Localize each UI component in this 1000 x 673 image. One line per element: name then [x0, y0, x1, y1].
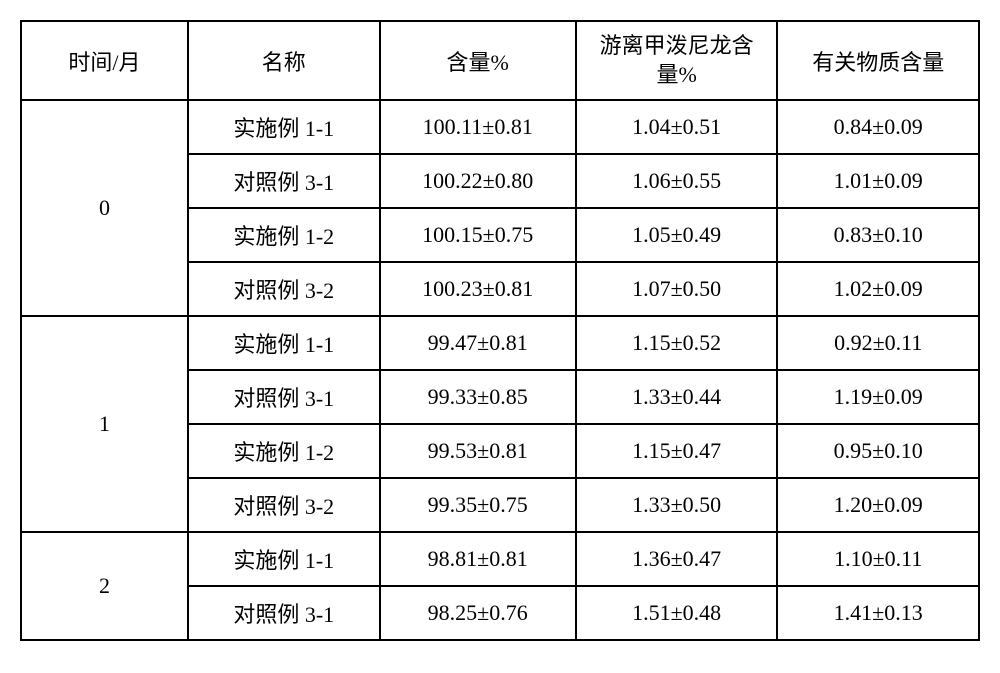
cell-name: 对照例 3-1	[188, 370, 380, 424]
cell-name: 对照例 3-2	[188, 478, 380, 532]
cell-related: 1.02±0.09	[777, 262, 979, 316]
cell-time: 0	[21, 100, 188, 316]
table-row: 2 实施例 1-1 98.81±0.81 1.36±0.47 1.10±0.11	[21, 532, 979, 586]
cell-free: 1.07±0.50	[576, 262, 778, 316]
cell-content: 98.25±0.76	[380, 586, 576, 640]
cell-name: 对照例 3-1	[188, 586, 380, 640]
cell-related: 0.84±0.09	[777, 100, 979, 154]
header-related: 有关物质含量	[777, 21, 979, 100]
cell-content: 100.22±0.80	[380, 154, 576, 208]
cell-name: 对照例 3-2	[188, 262, 380, 316]
table-row: 1 实施例 1-1 99.47±0.81 1.15±0.52 0.92±0.11	[21, 316, 979, 370]
header-free-line1: 游离甲泼尼龙含	[600, 33, 754, 58]
cell-free: 1.15±0.52	[576, 316, 778, 370]
cell-free: 1.33±0.50	[576, 478, 778, 532]
cell-content: 98.81±0.81	[380, 532, 576, 586]
cell-related: 1.41±0.13	[777, 586, 979, 640]
cell-content: 99.35±0.75	[380, 478, 576, 532]
cell-free: 1.04±0.51	[576, 100, 778, 154]
cell-content: 100.15±0.75	[380, 208, 576, 262]
table-header-row: 时间/月 名称 含量% 游离甲泼尼龙含 量% 有关物质含量	[21, 21, 979, 100]
cell-name: 实施例 1-1	[188, 316, 380, 370]
cell-free: 1.33±0.44	[576, 370, 778, 424]
cell-free: 1.05±0.49	[576, 208, 778, 262]
cell-related: 0.83±0.10	[777, 208, 979, 262]
header-free: 游离甲泼尼龙含 量%	[576, 21, 778, 100]
cell-content: 99.47±0.81	[380, 316, 576, 370]
cell-name: 实施例 1-2	[188, 208, 380, 262]
cell-related: 1.20±0.09	[777, 478, 979, 532]
cell-related: 1.01±0.09	[777, 154, 979, 208]
cell-name: 实施例 1-2	[188, 424, 380, 478]
cell-name: 实施例 1-1	[188, 100, 380, 154]
header-free-line2: 量%	[656, 62, 696, 87]
cell-related: 1.19±0.09	[777, 370, 979, 424]
cell-related: 1.10±0.11	[777, 532, 979, 586]
cell-free: 1.15±0.47	[576, 424, 778, 478]
table-row: 0 实施例 1-1 100.11±0.81 1.04±0.51 0.84±0.0…	[21, 100, 979, 154]
cell-content: 99.53±0.81	[380, 424, 576, 478]
cell-content: 99.33±0.85	[380, 370, 576, 424]
cell-free: 1.36±0.47	[576, 532, 778, 586]
cell-free: 1.06±0.55	[576, 154, 778, 208]
cell-related: 0.95±0.10	[777, 424, 979, 478]
cell-content: 100.11±0.81	[380, 100, 576, 154]
table-body: 0 实施例 1-1 100.11±0.81 1.04±0.51 0.84±0.0…	[21, 100, 979, 640]
cell-free: 1.51±0.48	[576, 586, 778, 640]
header-content: 含量%	[380, 21, 576, 100]
cell-related: 0.92±0.11	[777, 316, 979, 370]
header-name: 名称	[188, 21, 380, 100]
cell-time: 2	[21, 532, 188, 640]
cell-time: 1	[21, 316, 188, 532]
header-time: 时间/月	[21, 21, 188, 100]
cell-name: 实施例 1-1	[188, 532, 380, 586]
cell-content: 100.23±0.81	[380, 262, 576, 316]
stability-data-table: 时间/月 名称 含量% 游离甲泼尼龙含 量% 有关物质含量 0 实施例 1-1 …	[20, 20, 980, 641]
cell-name: 对照例 3-1	[188, 154, 380, 208]
